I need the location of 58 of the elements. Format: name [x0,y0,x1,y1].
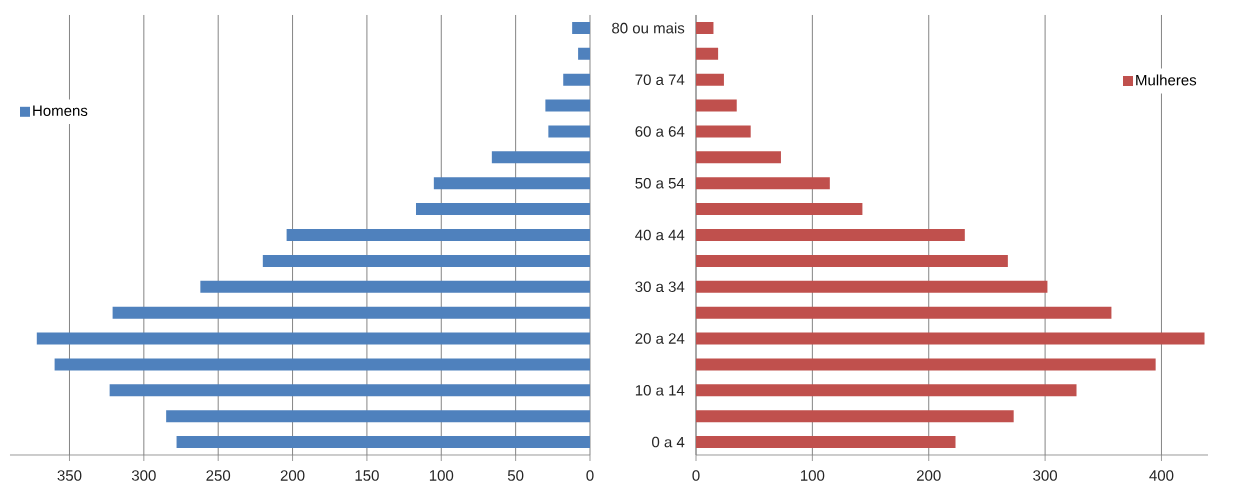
y-tick-label: 80 ou mais [612,22,685,34]
bar [54,358,590,371]
y-tick-label: 40 a 44 [635,229,685,241]
bar [696,229,965,241]
bar [112,306,590,319]
bar [578,47,590,60]
bar [176,436,590,449]
legend-label: Mulheres [1136,74,1197,86]
bar [696,384,1077,397]
x-tick-label: 0 [586,470,594,481]
bar [696,306,1112,319]
bar [696,410,1014,423]
x-tick-label: 0 [692,470,700,481]
bar [416,203,590,216]
bar [696,21,714,34]
x-tick-label: 150 [355,470,379,481]
bar [286,229,590,241]
bar [262,254,590,267]
bar [36,332,590,345]
y-tick-label: 70 a 74 [635,74,685,86]
x-tick-label: 200 [280,470,305,481]
bar [109,384,590,397]
bar [433,177,590,190]
legend-label: Homens [33,105,88,116]
bar [696,203,863,216]
bar [545,99,590,112]
x-tick-label: 100 [429,470,454,481]
bar [563,73,590,86]
x-tick-label: 300 [131,470,156,481]
y-tick-label: 10 a 14 [635,384,685,396]
y-tick-label: 50 a 54 [635,177,685,189]
bar [200,280,590,293]
bar [696,99,737,112]
bar [166,410,590,423]
bar [696,358,1156,371]
bar [696,73,724,86]
bar [548,125,590,138]
bar [696,280,1048,293]
x-tick-label: 400 [1149,470,1174,481]
bar [696,332,1205,345]
bar [696,436,956,449]
bar [696,47,719,60]
y-tick-label: 60 a 64 [635,126,685,137]
bar [696,254,1008,267]
bar [696,151,781,164]
x-tick-label: 350 [57,470,82,481]
x-tick-label: 300 [1033,470,1058,481]
y-tick-label: 30 a 34 [635,281,685,293]
bar [696,177,830,190]
bar [491,151,590,164]
x-tick-label: 250 [206,470,231,481]
x-tick-label: 200 [916,470,941,481]
y-tick-label: 0 a 4 [652,436,685,448]
x-tick-label: 100 [801,470,825,481]
bar [572,21,590,34]
x-tick-label: 50 [507,470,524,481]
bar [696,125,751,138]
y-tick-label: 20 a 24 [635,333,685,344]
